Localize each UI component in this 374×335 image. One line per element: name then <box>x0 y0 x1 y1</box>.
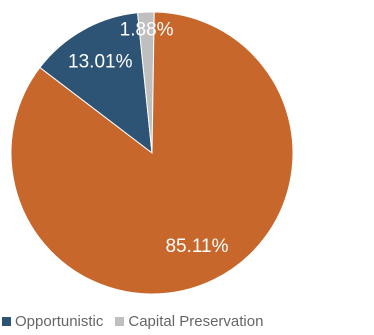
chart-legend: Opportunistic Capital Preservation <box>0 312 275 330</box>
pie-slices <box>10 11 294 295</box>
legend-item-opportunistic: Opportunistic <box>2 313 103 330</box>
pie-data-labels: 13.01% 1.88% 85.11% <box>68 20 229 258</box>
legend-swatch-capital-preservation <box>115 316 125 326</box>
pie-chart-svg: 13.01% 1.88% 85.11% <box>10 11 294 295</box>
legend-label-opportunistic: Opportunistic <box>15 312 104 330</box>
legend-swatch-opportunistic <box>2 316 11 326</box>
pie-slice-unlabeled-2 <box>10 11 294 295</box>
data-label-2: 85.11% <box>165 236 228 257</box>
pie-slice-opportunistic <box>39 12 153 155</box>
legend-item-capital-preservation: Capital Preservation <box>115 313 263 330</box>
data-label-0: 13.01% <box>68 51 133 72</box>
legend-label-capital-preservation: Capital Preservation <box>128 312 264 330</box>
data-label-1: 1.88% <box>120 20 174 41</box>
